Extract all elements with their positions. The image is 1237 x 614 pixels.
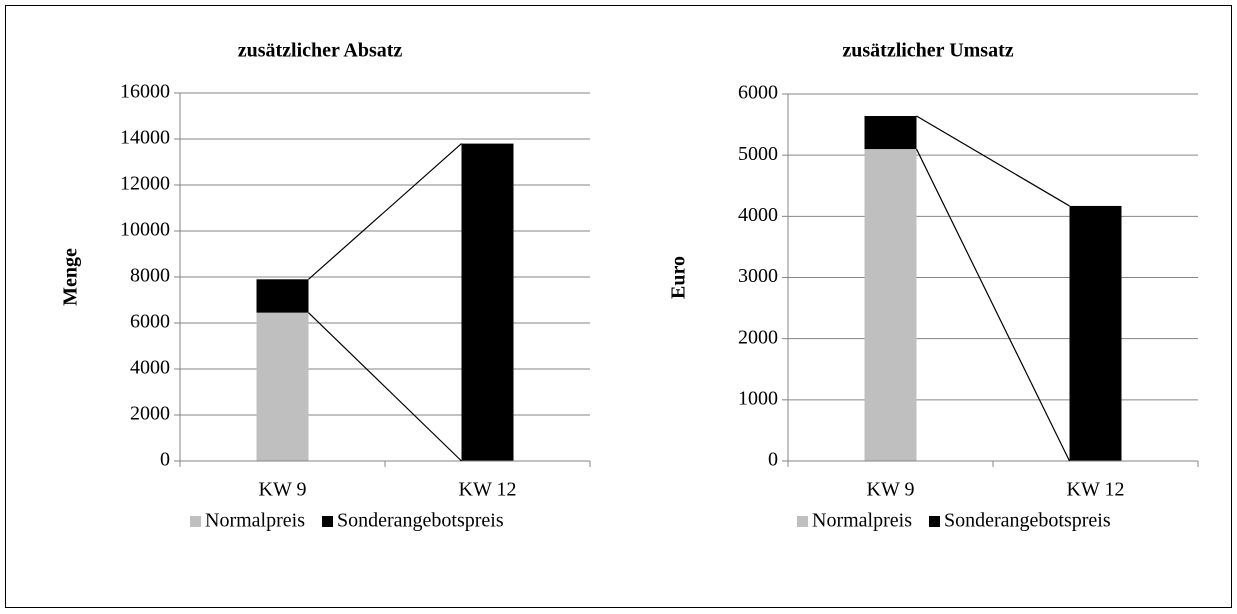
- series-line: [916, 115, 1070, 207]
- y-tick-label: 4000: [130, 357, 170, 379]
- series-line: [308, 143, 462, 280]
- bar-segment: [256, 312, 309, 461]
- y-tick-label: 1000: [738, 387, 778, 409]
- y-tick-label: 2000: [130, 403, 170, 425]
- legend-swatch: [797, 516, 808, 527]
- x-tick-label: KW 12: [1067, 479, 1125, 501]
- series-line: [915, 148, 1071, 462]
- y-tick-label: 4000: [738, 204, 778, 226]
- legend-swatch: [190, 516, 201, 527]
- y-tick-label: 16000: [120, 81, 170, 103]
- y-tick-label: 5000: [738, 143, 778, 165]
- x-tick-label: KW 9: [259, 479, 307, 501]
- bar-segment: [1069, 205, 1122, 461]
- y-tick-label: 0: [160, 449, 170, 471]
- y-tick-label: 12000: [120, 173, 170, 195]
- legend-label: Sonderangebotspreis: [944, 510, 1111, 532]
- legend-label: Normalpreis: [812, 510, 912, 532]
- y-tick-label: 14000: [120, 127, 170, 149]
- x-tick-label: KW 12: [459, 479, 517, 501]
- y-axis-label: Euro: [668, 256, 690, 299]
- chart-title: zusätzlicher Absatz: [238, 40, 403, 62]
- chart-title: zusätzlicher Umsatz: [842, 40, 1013, 62]
- legend-swatch: [929, 516, 940, 527]
- y-axis-label: Menge: [60, 248, 82, 306]
- y-tick-label: 8000: [130, 265, 170, 287]
- x-tick-label: KW 9: [867, 479, 915, 501]
- legend-label: Sonderangebotspreis: [337, 510, 504, 532]
- bar-segment: [256, 279, 309, 313]
- series-line: [308, 312, 462, 462]
- y-tick-label: 10000: [120, 219, 170, 241]
- bar-segment: [461, 143, 514, 461]
- legend-swatch: [322, 516, 333, 527]
- frame: [5, 5, 1232, 608]
- legend-label: Normalpreis: [205, 510, 305, 532]
- y-tick-label: 2000: [738, 326, 778, 348]
- bar-segment: [864, 149, 917, 462]
- y-tick-label: 6000: [130, 311, 170, 333]
- bar-segment: [864, 116, 917, 150]
- y-tick-label: 3000: [738, 265, 778, 287]
- y-tick-label: 0: [768, 449, 778, 471]
- y-tick-label: 6000: [738, 82, 778, 104]
